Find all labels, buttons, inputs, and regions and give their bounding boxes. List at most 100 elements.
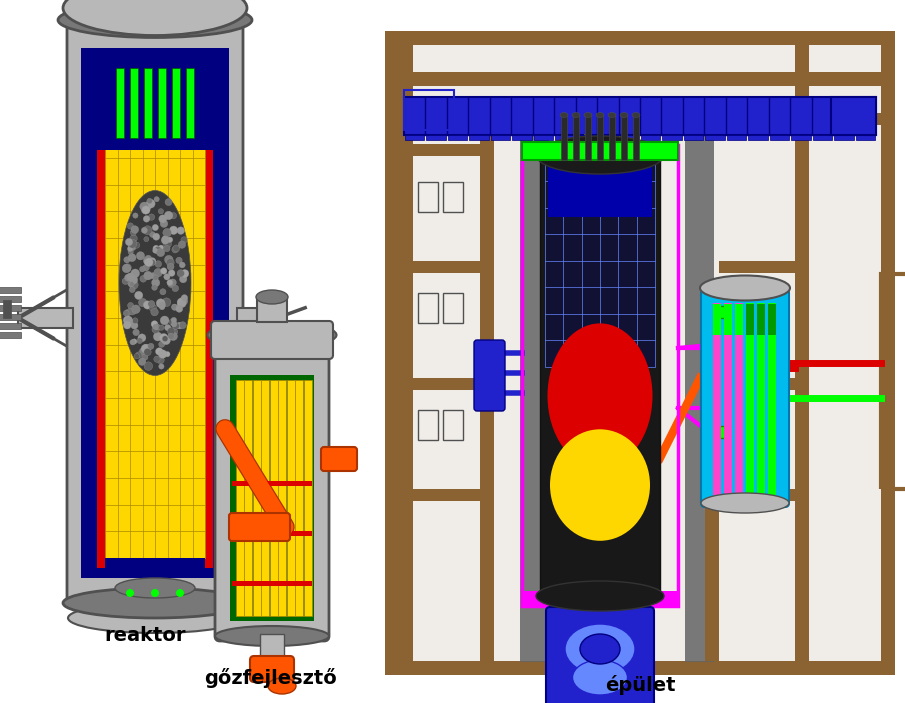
Circle shape [157, 299, 165, 308]
FancyBboxPatch shape [250, 656, 294, 682]
Circle shape [176, 305, 183, 312]
Circle shape [125, 317, 133, 325]
Bar [418, 410, 438, 440]
Circle shape [173, 245, 180, 252]
Bar [158, 68, 166, 138]
Bar [0, 296, 21, 302]
Bar [512, 135, 532, 140]
Circle shape [159, 304, 165, 310]
Ellipse shape [700, 276, 790, 300]
Ellipse shape [550, 430, 650, 541]
Bar [748, 135, 767, 140]
Circle shape [176, 257, 182, 264]
Circle shape [158, 209, 164, 214]
Circle shape [139, 347, 148, 355]
Circle shape [153, 233, 160, 240]
Bar [81, 48, 229, 578]
Circle shape [139, 266, 145, 272]
Ellipse shape [256, 290, 288, 304]
Bar [105, 78, 205, 558]
Circle shape [135, 291, 143, 299]
Bar [716, 306, 728, 318]
FancyBboxPatch shape [321, 447, 357, 471]
Circle shape [149, 304, 157, 311]
Circle shape [123, 321, 131, 329]
Bar [813, 135, 832, 140]
Circle shape [124, 316, 132, 325]
Circle shape [152, 285, 157, 290]
Circle shape [165, 255, 173, 264]
Circle shape [133, 329, 139, 335]
Bar [716, 426, 728, 438]
Text: épület: épület [605, 675, 675, 695]
Bar [609, 115, 615, 160]
Circle shape [143, 216, 150, 222]
Bar [713, 304, 721, 335]
Bar [186, 68, 194, 138]
Circle shape [132, 318, 138, 323]
Bar [0, 332, 21, 338]
Circle shape [141, 344, 150, 353]
Bar [881, 31, 895, 675]
Circle shape [144, 349, 151, 356]
Circle shape [165, 211, 173, 220]
Circle shape [167, 280, 173, 285]
Circle shape [139, 202, 148, 211]
Bar [0, 314, 21, 320]
Bar [768, 304, 776, 335]
Circle shape [125, 274, 132, 281]
Circle shape [144, 271, 152, 280]
Circle shape [158, 341, 165, 347]
Ellipse shape [596, 112, 604, 117]
Bar [295, 380, 303, 616]
Circle shape [164, 273, 170, 280]
Circle shape [154, 324, 159, 330]
Bar [232, 581, 312, 586]
Circle shape [153, 245, 159, 252]
Circle shape [169, 332, 177, 340]
Circle shape [167, 280, 175, 288]
Ellipse shape [620, 112, 628, 117]
Bar [705, 135, 725, 140]
Circle shape [160, 316, 169, 325]
Circle shape [176, 322, 183, 329]
Bar [0, 323, 21, 329]
Circle shape [167, 264, 174, 270]
Ellipse shape [632, 112, 640, 117]
Circle shape [162, 298, 171, 307]
Circle shape [148, 300, 155, 307]
FancyBboxPatch shape [546, 607, 654, 703]
Bar [18, 308, 73, 328]
Bar [97, 68, 213, 568]
Circle shape [153, 332, 162, 341]
Circle shape [128, 302, 134, 309]
Circle shape [165, 198, 172, 206]
Bar [834, 135, 853, 140]
Bar [404, 90, 454, 130]
Bar [561, 115, 567, 160]
Circle shape [129, 280, 138, 289]
Bar [522, 142, 678, 160]
Bar [735, 304, 743, 335]
Circle shape [158, 215, 167, 223]
Bar [262, 380, 270, 616]
Circle shape [181, 295, 187, 301]
Ellipse shape [115, 578, 195, 598]
Circle shape [171, 321, 176, 327]
Circle shape [151, 321, 158, 328]
FancyBboxPatch shape [229, 513, 290, 541]
Circle shape [172, 329, 177, 335]
Bar [795, 45, 809, 661]
Ellipse shape [207, 321, 337, 349]
Circle shape [172, 285, 178, 292]
Circle shape [152, 325, 159, 333]
Circle shape [148, 214, 155, 220]
Ellipse shape [573, 660, 627, 695]
Bar [713, 303, 721, 495]
Bar [443, 410, 463, 440]
Circle shape [179, 322, 186, 329]
Circle shape [122, 264, 131, 273]
Bar [685, 125, 713, 661]
Bar [621, 115, 627, 160]
Circle shape [581, 184, 589, 192]
